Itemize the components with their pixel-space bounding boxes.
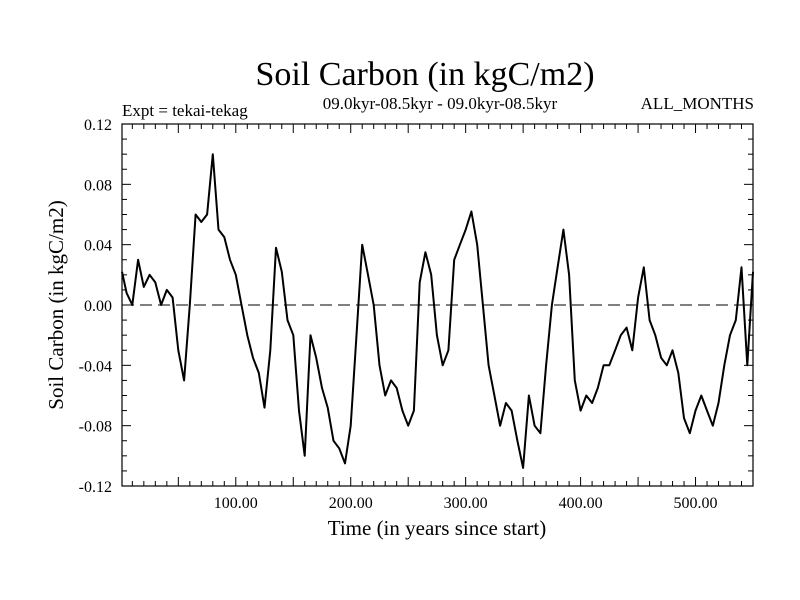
x-tick-label: 400.00 [559,495,603,512]
experiment-annotation: Expt = tekai-tekag [122,101,248,120]
chart-title: Soil Carbon (in kgC/m2) [255,56,594,93]
y-tick-label: -0.12 [79,479,112,496]
x-tick-label: 500.00 [674,495,718,512]
months-annotation: ALL_MONTHS [641,94,754,113]
y-tick-label: 0.08 [84,177,112,194]
y-tick-label: -0.08 [79,419,112,436]
y-tick-label: -0.04 [79,358,112,375]
chart-subtitle: 09.0kyr-08.5kyr - 09.0kyr-08.5kyr [323,94,558,113]
y-tick-label: 0.00 [84,298,112,315]
x-tick-label: 300.00 [444,495,488,512]
tick-marks [122,123,754,487]
series-line [121,153,754,469]
x-tick-label: 200.00 [329,495,373,512]
y-axis-label: Soil Carbon (in kgC/m2) [44,200,68,409]
y-tick-label: 0.04 [84,238,112,255]
tick-labels: -0.12 -0.08 -0.04 0.00 0.04 0.08 0.12 100.00 200… [79,117,718,512]
y-tick-label: 0.12 [84,117,112,134]
x-tick-label: 100.00 [214,495,258,512]
x-axis-label: Time (in years since start) [328,516,547,540]
